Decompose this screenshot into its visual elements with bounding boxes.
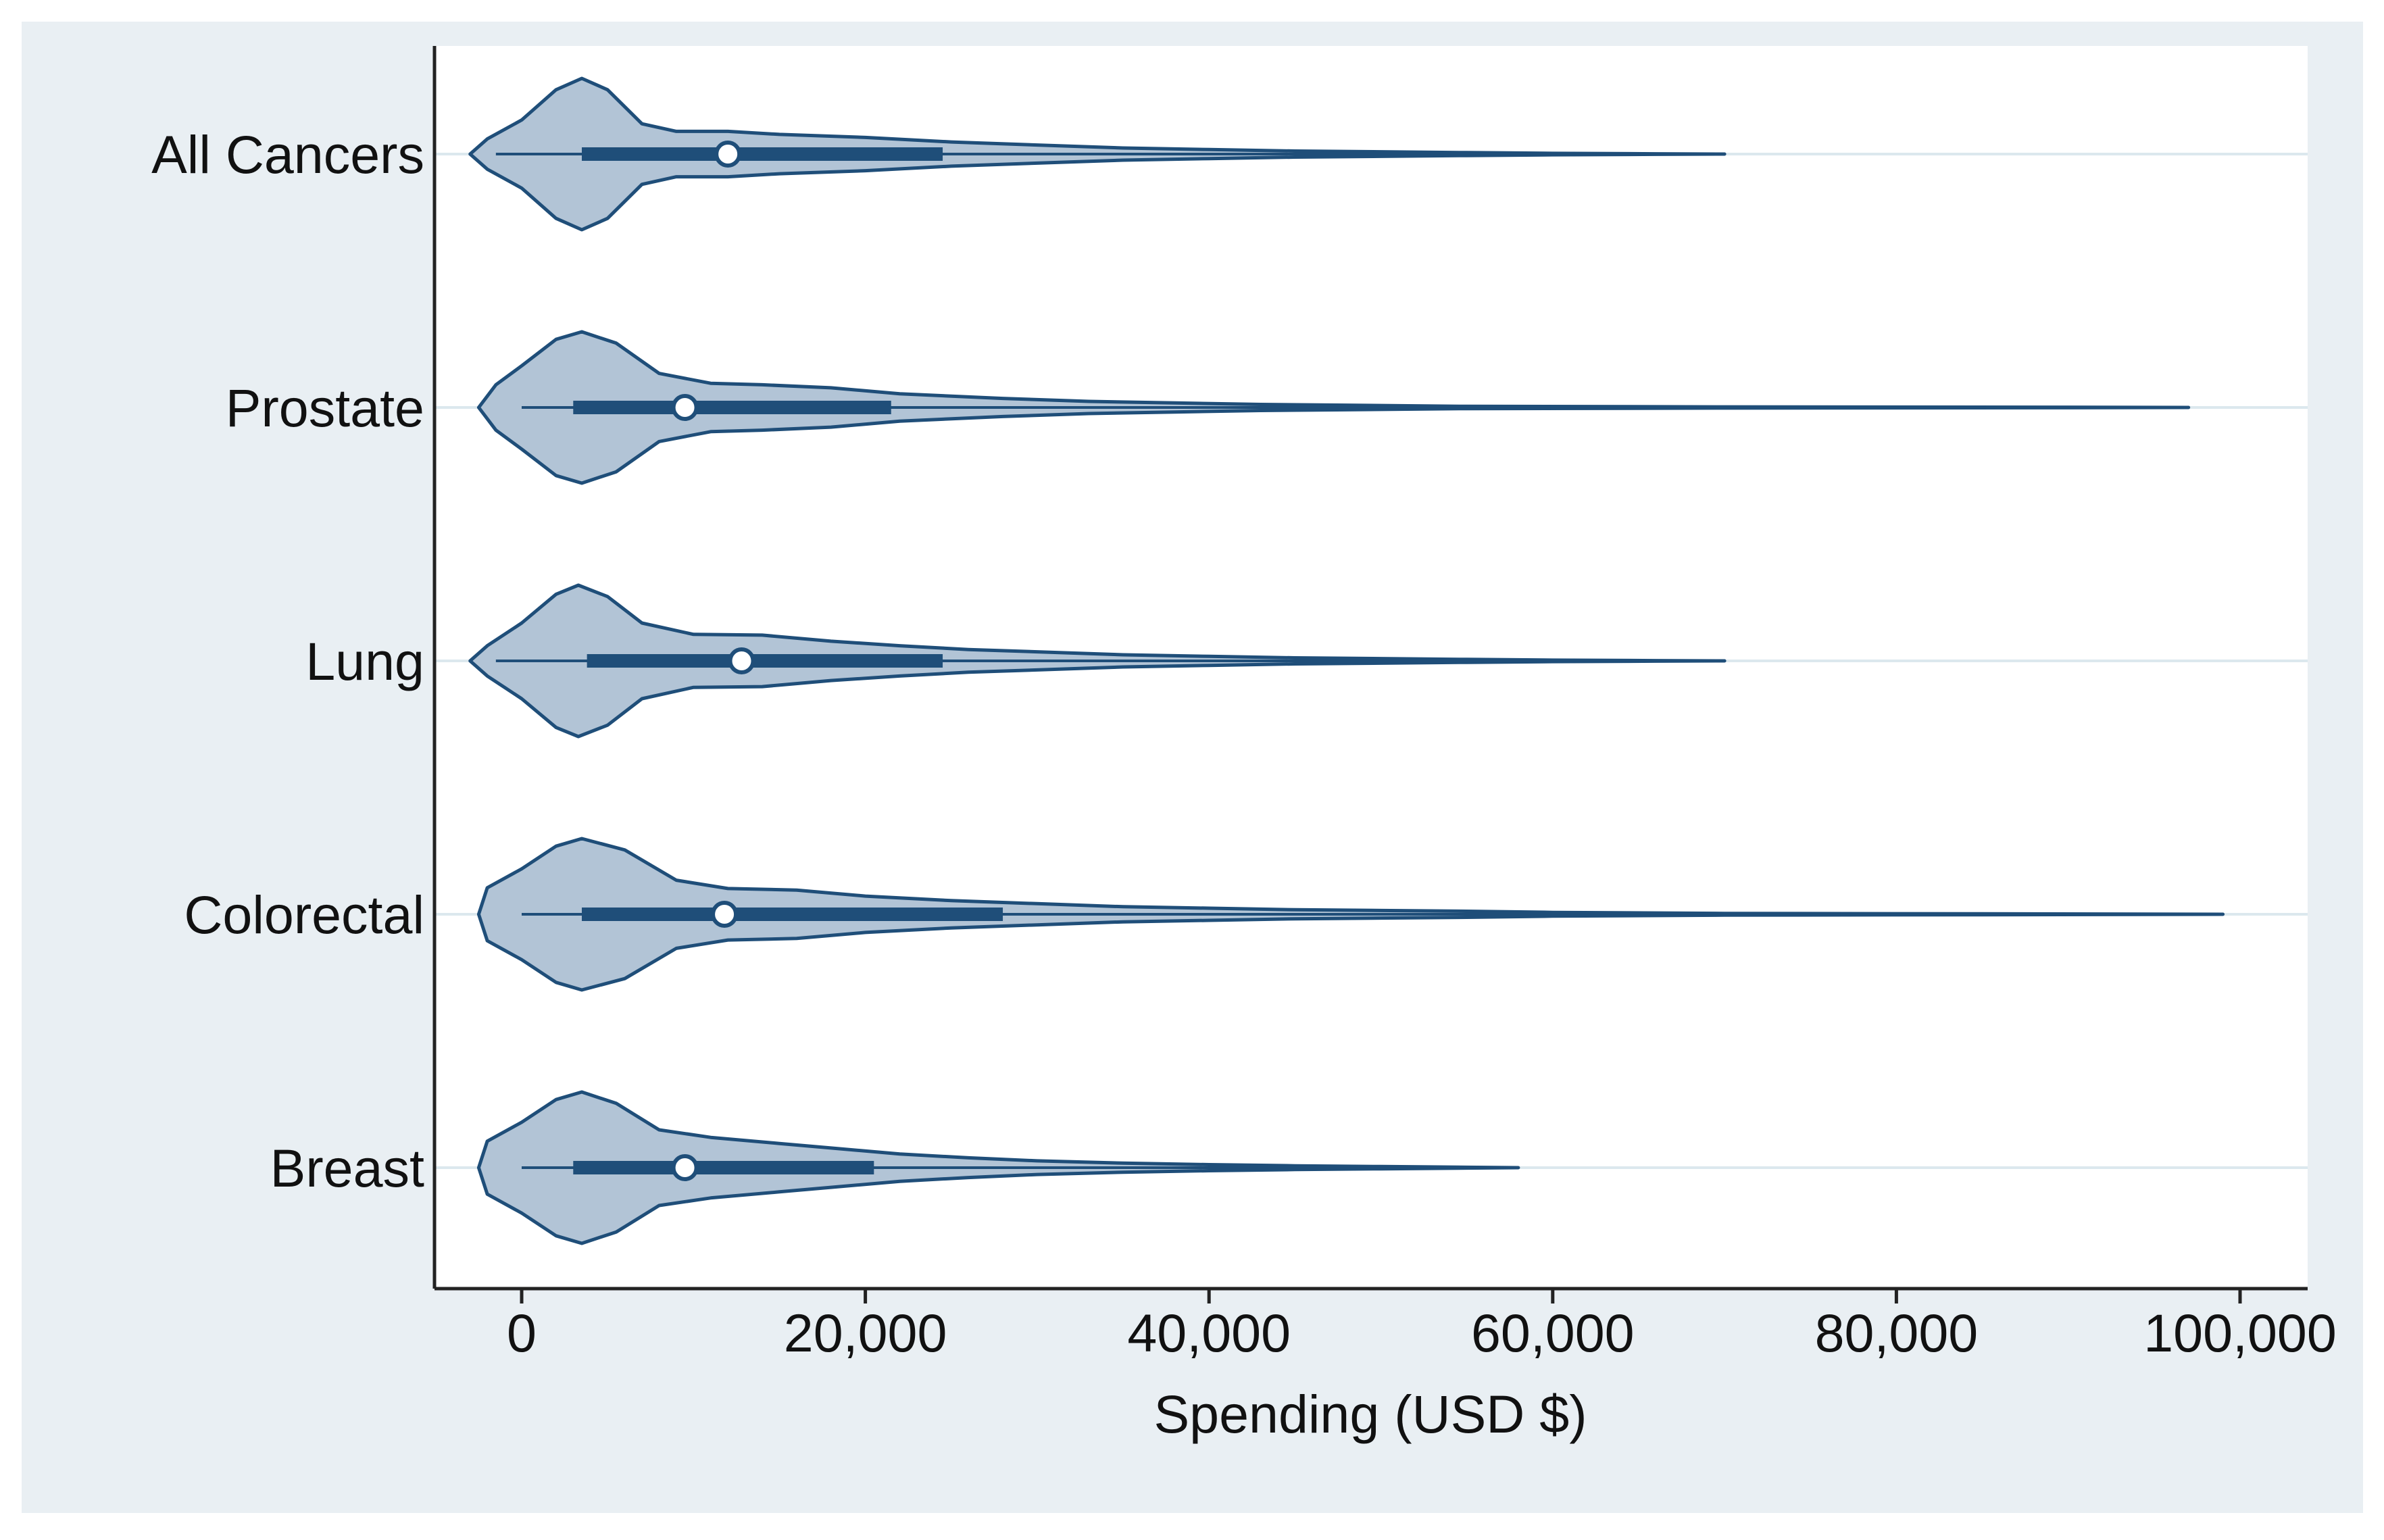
median-marker <box>671 394 699 421</box>
category-label: Breast <box>270 1138 424 1198</box>
x-tick-label: 0 <box>507 1303 537 1363</box>
iqr-box <box>573 1161 874 1174</box>
x-tick-label: 60,000 <box>1471 1303 1635 1363</box>
violin-group <box>468 583 1727 739</box>
chart-frame: All Cancers Prostate Lung Colorectal Breast 0… <box>22 22 2363 1513</box>
median-marker <box>728 647 755 674</box>
violin-group <box>476 1090 1520 1245</box>
category-label: Colorectal <box>184 885 424 945</box>
violin-group <box>468 76 1727 232</box>
category-label: Prostate <box>226 378 424 438</box>
x-tick-label: 40,000 <box>1127 1303 1291 1363</box>
x-tick-label: 100,000 <box>2143 1303 2337 1363</box>
category-label: Lung <box>305 631 424 691</box>
iqr-box <box>582 908 1003 921</box>
median-marker <box>671 1154 699 1181</box>
iqr-box <box>587 654 943 668</box>
violins <box>468 76 2225 1245</box>
median-marker <box>711 901 739 928</box>
iqr-box <box>582 147 943 161</box>
violin-chart: All Cancers Prostate Lung Colorectal Breast 0… <box>151 46 2337 1444</box>
x-tick-label: 20,000 <box>784 1303 947 1363</box>
x-axis-title: Spending (USD $) <box>1153 1384 1587 1444</box>
median-marker <box>714 141 742 168</box>
x-tick-label: 80,000 <box>1815 1303 1979 1363</box>
category-label: All Cancers <box>151 124 424 184</box>
labels: All Cancers Prostate Lung Colorectal Breast 0… <box>151 124 2337 1363</box>
axes <box>432 46 2308 1291</box>
violin-group <box>476 837 2225 992</box>
iqr-box <box>573 401 891 414</box>
violin-group <box>476 330 2191 485</box>
